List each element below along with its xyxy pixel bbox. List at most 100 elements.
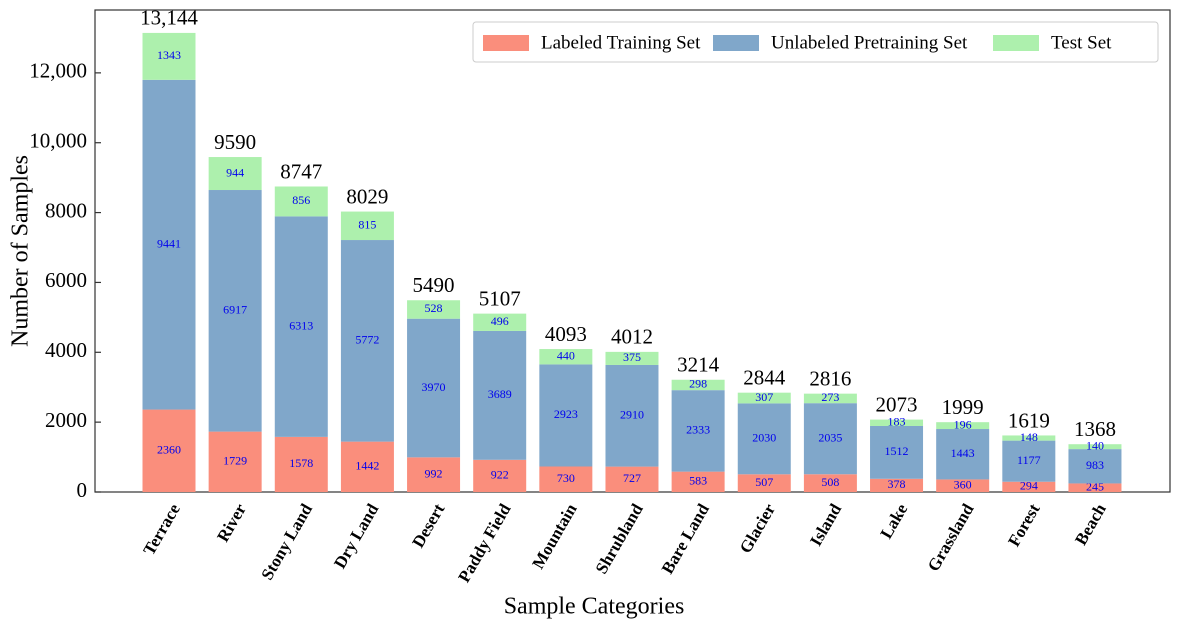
x-tick-label: Paddy Field — [454, 500, 514, 586]
segment-label: 730 — [557, 471, 575, 485]
x-tick-label: Forest — [1004, 500, 1044, 550]
x-tick-label: Stony Land — [257, 500, 316, 583]
x-tick-label: Lake — [877, 500, 912, 542]
segment-label: 140 — [1086, 438, 1104, 452]
bar-segment — [407, 318, 461, 458]
bar-segment — [208, 190, 262, 432]
bar-segment — [539, 364, 593, 467]
total-label: 8029 — [346, 184, 388, 208]
segment-label: 1443 — [951, 446, 975, 460]
segment-label: 922 — [491, 468, 509, 482]
bar-segment — [274, 436, 328, 492]
total-label: 9590 — [214, 130, 256, 154]
y-axis-label: Number of Samples — [8, 155, 34, 347]
y-tick-label: 12,000 — [29, 59, 87, 83]
x-tick-label: Glacier — [736, 500, 780, 556]
bar-segment — [539, 466, 593, 492]
bar-segment — [274, 186, 328, 217]
segment-label: 992 — [425, 466, 443, 480]
segment-label: 856 — [292, 193, 310, 207]
y-tick-label: 6000 — [45, 268, 87, 292]
total-label: 13,144 — [140, 6, 198, 30]
total-label: 2073 — [876, 392, 918, 416]
y-tick-label: 10,000 — [29, 129, 87, 153]
bar-segment — [1068, 449, 1122, 484]
bar-segment — [870, 419, 924, 426]
total-label: 4012 — [611, 325, 653, 349]
total-label: 5490 — [413, 273, 455, 297]
segment-label: 294 — [1020, 479, 1038, 493]
segment-label: 983 — [1086, 458, 1104, 472]
segment-label: 5772 — [355, 333, 379, 347]
bar-segment — [208, 157, 262, 191]
x-tick-label: Beach — [1071, 500, 1110, 548]
bar-segment — [1002, 435, 1056, 441]
total-label: 3214 — [677, 353, 720, 377]
segment-label: 1729 — [223, 454, 247, 468]
bar-segment — [340, 240, 394, 442]
x-tick-label: Desert — [408, 500, 448, 551]
segment-label: 944 — [226, 165, 244, 179]
segment-label: 1442 — [355, 459, 379, 473]
legend-swatch — [483, 35, 529, 51]
segment-label: 496 — [491, 314, 509, 328]
legend-swatch — [713, 35, 759, 51]
y-tick-label: 2000 — [45, 408, 87, 432]
bar-segment — [208, 431, 262, 492]
bar-segment — [936, 422, 990, 430]
x-tick-label: Bare Land — [658, 500, 714, 577]
segment-label: 508 — [821, 475, 839, 489]
segment-label: 1578 — [289, 456, 313, 470]
segment-label: 6313 — [289, 318, 313, 332]
segment-label: 440 — [557, 348, 575, 362]
segment-label: 3689 — [488, 387, 512, 401]
x-tick-label: Terrace — [139, 500, 184, 558]
bar-segment — [274, 216, 328, 437]
bar-segment — [737, 474, 791, 492]
bar-segment — [407, 300, 461, 319]
x-tick-label: River — [213, 500, 250, 545]
bar-segment — [737, 392, 791, 404]
legend-label: Unlabeled Pretraining Set — [771, 32, 968, 53]
x-tick-label: Shrubland — [592, 500, 647, 577]
segment-label: 6917 — [223, 303, 247, 317]
segment-label: 1512 — [885, 444, 909, 458]
segment-label: 2035 — [818, 430, 842, 444]
segment-label: 298 — [689, 377, 707, 391]
segment-label: 2360 — [157, 443, 181, 457]
bar-segment — [1002, 440, 1056, 482]
segment-label: 3970 — [422, 380, 446, 394]
bar-segment — [803, 393, 857, 404]
segment-label: 183 — [888, 415, 906, 429]
bar-segment — [473, 313, 527, 331]
segment-label: 9441 — [157, 236, 181, 250]
legend-label: Labeled Training Set — [541, 32, 701, 53]
y-tick-label: 8000 — [45, 198, 87, 222]
bar-segment — [803, 474, 857, 492]
bar-segment — [473, 459, 527, 492]
bar-segment — [1068, 444, 1122, 450]
bar-segment — [605, 351, 659, 365]
bar-segment — [407, 457, 461, 492]
bar-segment — [671, 390, 725, 472]
x-tick-label: Grassland — [924, 500, 978, 575]
segment-label: 2923 — [554, 407, 578, 421]
total-label: 2844 — [743, 365, 786, 389]
segment-label: 727 — [623, 471, 641, 485]
bar-segment — [1068, 483, 1122, 492]
x-tick-label: Dry Land — [330, 500, 382, 572]
legend-box — [472, 21, 1159, 63]
segment-label: 273 — [821, 390, 839, 404]
segment-label: 583 — [689, 474, 707, 488]
segment-label: 1343 — [157, 48, 181, 62]
total-label: 1619 — [1008, 408, 1050, 432]
bar-segment — [737, 403, 791, 475]
segment-label: 1177 — [1017, 453, 1041, 467]
bar-segment — [936, 479, 990, 492]
y-tick-label: 0 — [77, 478, 88, 502]
x-tick-label: Mountain — [528, 500, 581, 572]
total-label: 2816 — [809, 366, 851, 390]
bar-segment — [473, 330, 527, 460]
segment-label: 2333 — [686, 423, 710, 437]
segment-label: 507 — [755, 475, 773, 489]
